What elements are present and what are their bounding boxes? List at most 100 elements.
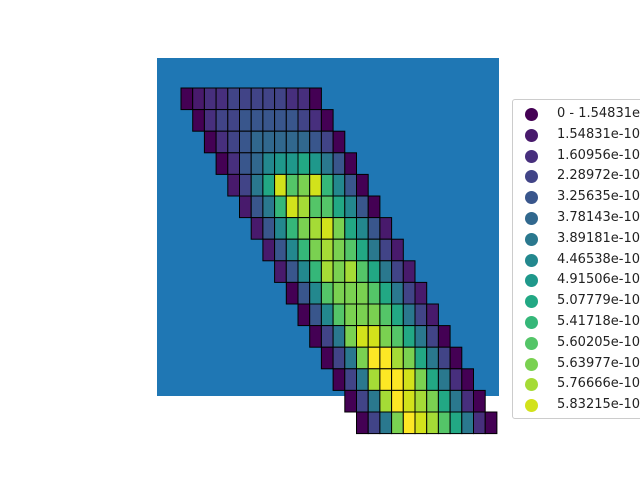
legend-marker — [525, 191, 538, 205]
grid-cell — [297, 173, 311, 197]
grid-cell — [379, 238, 393, 262]
grid-cell — [367, 281, 381, 305]
grid-cell — [297, 281, 311, 305]
legend-item: 4.91506e-10 — [513, 270, 640, 291]
legend-marker — [525, 357, 538, 371]
legend-label: 3.78143e-10 — [557, 210, 640, 225]
legend-marker — [525, 128, 538, 142]
grid-cell — [414, 325, 428, 348]
grid-cell — [227, 173, 241, 197]
grid-cell — [391, 281, 404, 305]
grid-cell — [250, 87, 264, 111]
legend-item: 3.25635e-10 — [513, 187, 640, 208]
grid-cell — [332, 281, 346, 305]
legend-marker — [525, 108, 538, 121]
grid-cell — [309, 281, 322, 305]
grid-cell — [309, 260, 322, 283]
grid-cell — [332, 152, 346, 175]
legend-item: 5.07779e-10 — [513, 291, 640, 312]
grid-cell — [227, 152, 241, 175]
legend-item: 5.41718e-10 — [513, 312, 640, 333]
grid-cell — [309, 325, 322, 348]
grid-cell — [461, 389, 474, 413]
grid-cell — [274, 238, 287, 262]
grid-cell — [203, 87, 217, 111]
legend-item: 0 - 1.54831e — [513, 104, 640, 125]
grid-cell — [274, 109, 287, 132]
grid-cell — [274, 217, 287, 240]
grid-cell — [227, 87, 241, 111]
legend-marker — [525, 274, 538, 288]
grid-cell — [344, 346, 357, 370]
grid-cell — [356, 303, 369, 327]
grid-cell — [239, 173, 252, 197]
grid-cell — [426, 303, 439, 327]
grid-cell — [402, 281, 416, 305]
grid-cell — [379, 411, 393, 435]
legend-label: 5.60205e-10 — [557, 334, 640, 350]
grid-cell — [379, 260, 393, 283]
grid-cell — [309, 109, 322, 132]
grid-cell — [379, 389, 393, 413]
legend-label: 1.54831e-10 — [557, 126, 640, 142]
grid-cell — [426, 389, 439, 413]
grid-cell — [227, 130, 241, 154]
grid-cell — [309, 195, 322, 219]
grid-cell — [320, 325, 334, 348]
grid-cell — [320, 109, 334, 132]
grid-cell — [332, 238, 346, 262]
grid-cell — [391, 389, 404, 413]
grid-cell — [461, 411, 474, 435]
grid-cell — [215, 152, 229, 175]
grid-cell — [356, 346, 369, 370]
grid-cell — [239, 130, 252, 154]
grid-cell — [227, 109, 241, 132]
grid-cell — [367, 346, 381, 370]
grid-cell — [344, 303, 357, 327]
grid-cell — [309, 303, 322, 327]
grid-cell — [379, 281, 393, 305]
legend-label: 4.91506e-10 — [557, 272, 640, 288]
grid-cell — [332, 217, 346, 240]
grid-cell — [367, 195, 381, 219]
grid-cell — [356, 195, 369, 219]
grid-cell — [367, 303, 381, 327]
grid-cell — [344, 238, 357, 262]
grid-cell — [250, 152, 264, 175]
grid-cell — [285, 87, 299, 111]
legend-item: 5.83215e-10 — [513, 395, 640, 416]
legend-item: 3.89181e-10 — [513, 229, 640, 250]
grid-cell — [356, 411, 369, 435]
grid-cell — [297, 217, 311, 240]
grid-cell — [285, 260, 299, 283]
grid-cell — [297, 87, 311, 111]
legend-marker — [525, 295, 538, 309]
grid-cell — [379, 217, 393, 240]
grid-cell — [192, 87, 205, 111]
grid-cell — [332, 325, 346, 348]
grid-cell — [402, 346, 416, 370]
grid-cell — [449, 368, 463, 391]
grid-cell — [367, 389, 381, 413]
grid-cell — [239, 195, 252, 219]
grid-cell — [332, 195, 346, 219]
grid-cell — [449, 346, 463, 370]
grid-cell — [367, 325, 381, 348]
grid-cell — [391, 411, 404, 435]
grid-cell — [320, 346, 334, 370]
grid-cell — [414, 411, 428, 435]
grid-cell — [461, 368, 474, 391]
grid-cell — [391, 346, 404, 370]
grid-cell — [203, 109, 217, 132]
grid-cell — [356, 238, 369, 262]
grid-cell — [344, 325, 357, 348]
legend-label: 3.25635e-10 — [557, 189, 640, 205]
legend-label: 5.41718e-10 — [557, 314, 640, 329]
grid-cell — [391, 260, 404, 283]
grid-cell — [426, 368, 439, 391]
grid-cell — [309, 238, 322, 262]
legend-marker — [525, 170, 538, 184]
legend-marker — [525, 316, 538, 329]
grid-cell — [250, 173, 264, 197]
